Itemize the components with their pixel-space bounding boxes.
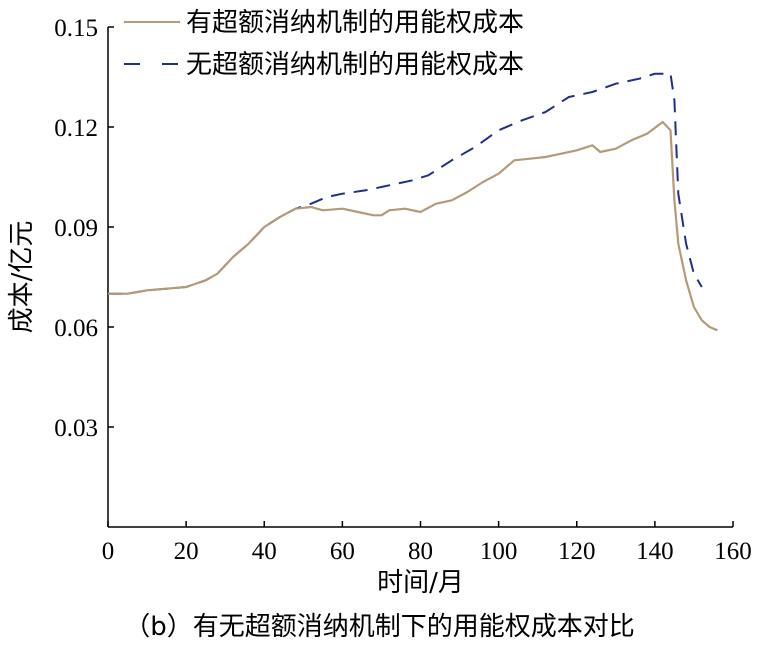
x-tick-label: 40	[252, 538, 277, 565]
x-tick-label: 160	[714, 538, 752, 565]
line-chart: 0 20 40 60 80 100 120 140 160 0.030.060.090.120.…	[7, 8, 752, 598]
plot-area: 0 20 40 60 80 100 120 140 160 0.030.060.090.120.…	[54, 15, 752, 565]
y-tick-label: 0.12	[54, 115, 98, 142]
legend-label-with-mechanism: 有超额消纳机制的用能权成本	[186, 8, 524, 38]
x-tick-label: 100	[480, 538, 518, 565]
x-tick-label: 140	[636, 538, 674, 565]
x-tick-label: 60	[330, 538, 355, 565]
legend: 有超额消纳机制的用能权成本 无超额消纳机制的用能权成本	[124, 8, 524, 80]
series-line-with-mechanism	[108, 120, 718, 332]
x-tick-label: 20	[174, 538, 199, 565]
x-axis-title: 时间/月	[377, 568, 464, 598]
x-axis-ticks: 0 20 40 60 80 100 120 140 160	[102, 521, 752, 565]
x-tick-label: 120	[558, 538, 596, 565]
y-axis-ticks: 0.03 0.06 0.09 0.12 0.15	[54, 15, 114, 442]
y-axis-title: 成本/亿元	[7, 221, 37, 334]
legend-label-without-mechanism: 无超额消纳机制的用能权成本	[186, 50, 524, 80]
figure-caption: （b）有无超额消纳机制下的用能权成本对比	[124, 612, 635, 642]
series-line-without-mechanism	[108, 72, 703, 295]
y-tick-label: 0.15	[54, 15, 98, 42]
y-tick-label: 0.09	[54, 215, 98, 242]
y-tick-label: 0.03	[54, 415, 98, 442]
y-tick-label: 0.06	[54, 315, 98, 342]
x-tick-label: 80	[408, 538, 433, 565]
x-tick-label: 0	[102, 538, 115, 565]
series-layer	[108, 72, 718, 332]
